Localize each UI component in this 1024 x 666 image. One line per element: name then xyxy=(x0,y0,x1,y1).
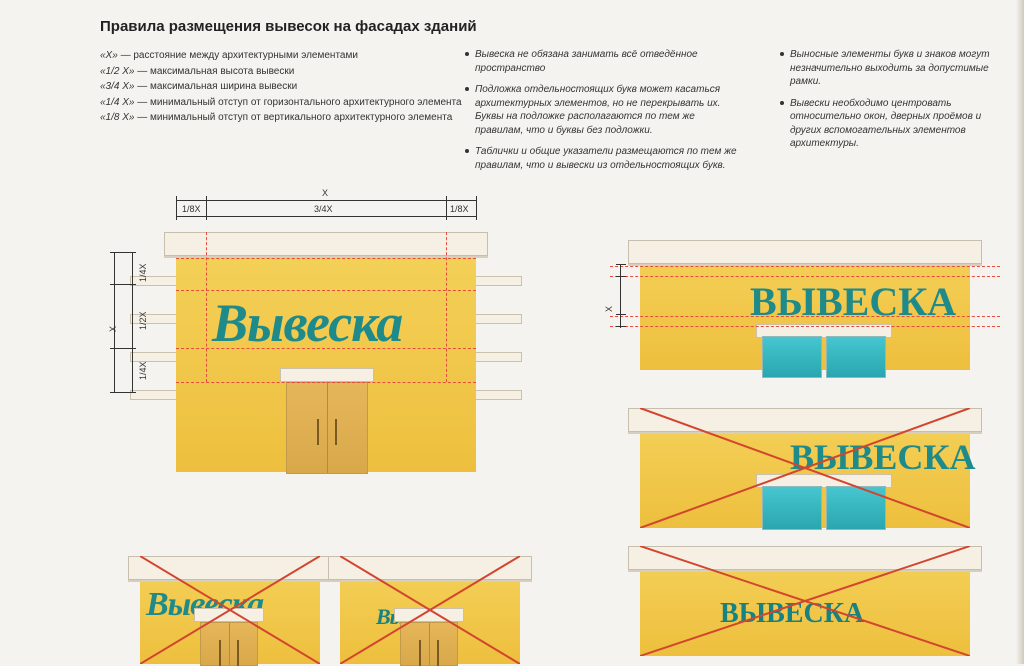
facade-bottom-wrong-low: Вывеска xyxy=(340,556,520,664)
legend-text: — минимальный отступ от вертикального ар… xyxy=(137,112,452,123)
invalid-cross-icon xyxy=(640,408,970,528)
facade-right-wrong-offset: ВЫВЕСКА xyxy=(640,408,970,528)
guide-line-h xyxy=(176,382,476,383)
main-example: Вывеска xyxy=(130,232,522,472)
guide-line-v xyxy=(206,232,207,382)
dimension-left-small: X xyxy=(606,264,636,328)
rules-column-b: Выносные элементы букв и знаков могут не… xyxy=(780,48,1010,159)
signage-text: Вывеска xyxy=(212,292,402,354)
rules-column-a: Вывеска не обязана занимать всё отведённ… xyxy=(465,48,745,180)
facade-right-wrong-low: ВЫВЕСКА xyxy=(640,546,970,656)
facade-right-correct: ВЫВЕСКА xyxy=(640,240,970,370)
legend-text: — минимальный отступ от горизонтального … xyxy=(137,97,461,108)
door-lintel xyxy=(280,368,374,382)
page-title: Правила размещения вывесок на фасадах зд… xyxy=(100,18,477,35)
dim-label: 1/8X xyxy=(182,204,201,214)
guide-line-h xyxy=(610,326,1000,327)
legend-key: «1/8 X» xyxy=(100,112,134,123)
guide-line-h xyxy=(610,276,1000,277)
facade-main: Вывеска xyxy=(176,232,476,472)
dim-label: X xyxy=(108,326,118,332)
scan-edge xyxy=(1016,0,1024,664)
cornice xyxy=(164,232,488,256)
dimension-left: X 1/4X 1/2X 1/4X xyxy=(106,252,156,392)
rule-bullet: Подложка отдельностоящих букв может каса… xyxy=(465,83,745,137)
guide-line-h xyxy=(610,316,1000,317)
legend-block: «X» — расстояние между архитектурными эл… xyxy=(100,48,462,126)
dim-label: 1/4X xyxy=(138,263,148,282)
rule-bullet: Выносные элементы букв и знаков могут не… xyxy=(780,48,1010,89)
legend-text: — расстояние между архитектурными элемен… xyxy=(121,50,358,61)
dim-label: X xyxy=(322,188,328,198)
legend-key: «1/4 X» xyxy=(100,97,134,108)
legend-text: — максимальная ширина вывески xyxy=(137,81,297,92)
rule-bullet: Вывески необходимо центровать относитель… xyxy=(780,97,1010,151)
guide-line-h xyxy=(176,258,476,259)
facade-bottom-wrong-big: Вывеска xyxy=(140,556,320,664)
guide-line-h xyxy=(610,266,1000,267)
legend-key: «3/4 X» xyxy=(100,81,134,92)
invalid-cross-icon xyxy=(140,556,320,664)
window xyxy=(826,336,886,378)
dim-label: X xyxy=(604,306,614,312)
dim-label: 1/8X xyxy=(450,204,469,214)
door xyxy=(286,382,368,474)
dim-label: 3/4X xyxy=(314,204,333,214)
window xyxy=(762,336,822,378)
guide-line-h xyxy=(176,348,476,349)
guide-line-v xyxy=(446,232,447,382)
rule-bullet: Вывеска не обязана занимать всё отведённ… xyxy=(465,48,745,75)
legend-key: «X» xyxy=(100,50,118,61)
legend-text: — максимальная высота вывески xyxy=(137,66,294,77)
cornice xyxy=(628,240,982,264)
dim-label: 1/4X xyxy=(138,361,148,380)
invalid-cross-icon xyxy=(640,546,970,656)
rule-bullet: Таблички и общие указатели размещаются п… xyxy=(465,145,745,172)
dimension-top: X 1/8X 3/4X 1/8X xyxy=(176,190,476,230)
invalid-cross-icon xyxy=(340,556,520,664)
dim-label: 1/2X xyxy=(138,311,148,330)
guide-line-h xyxy=(176,290,476,291)
legend-key: «1/2 X» xyxy=(100,66,134,77)
signage-text: ВЫВЕСКА xyxy=(750,278,956,325)
